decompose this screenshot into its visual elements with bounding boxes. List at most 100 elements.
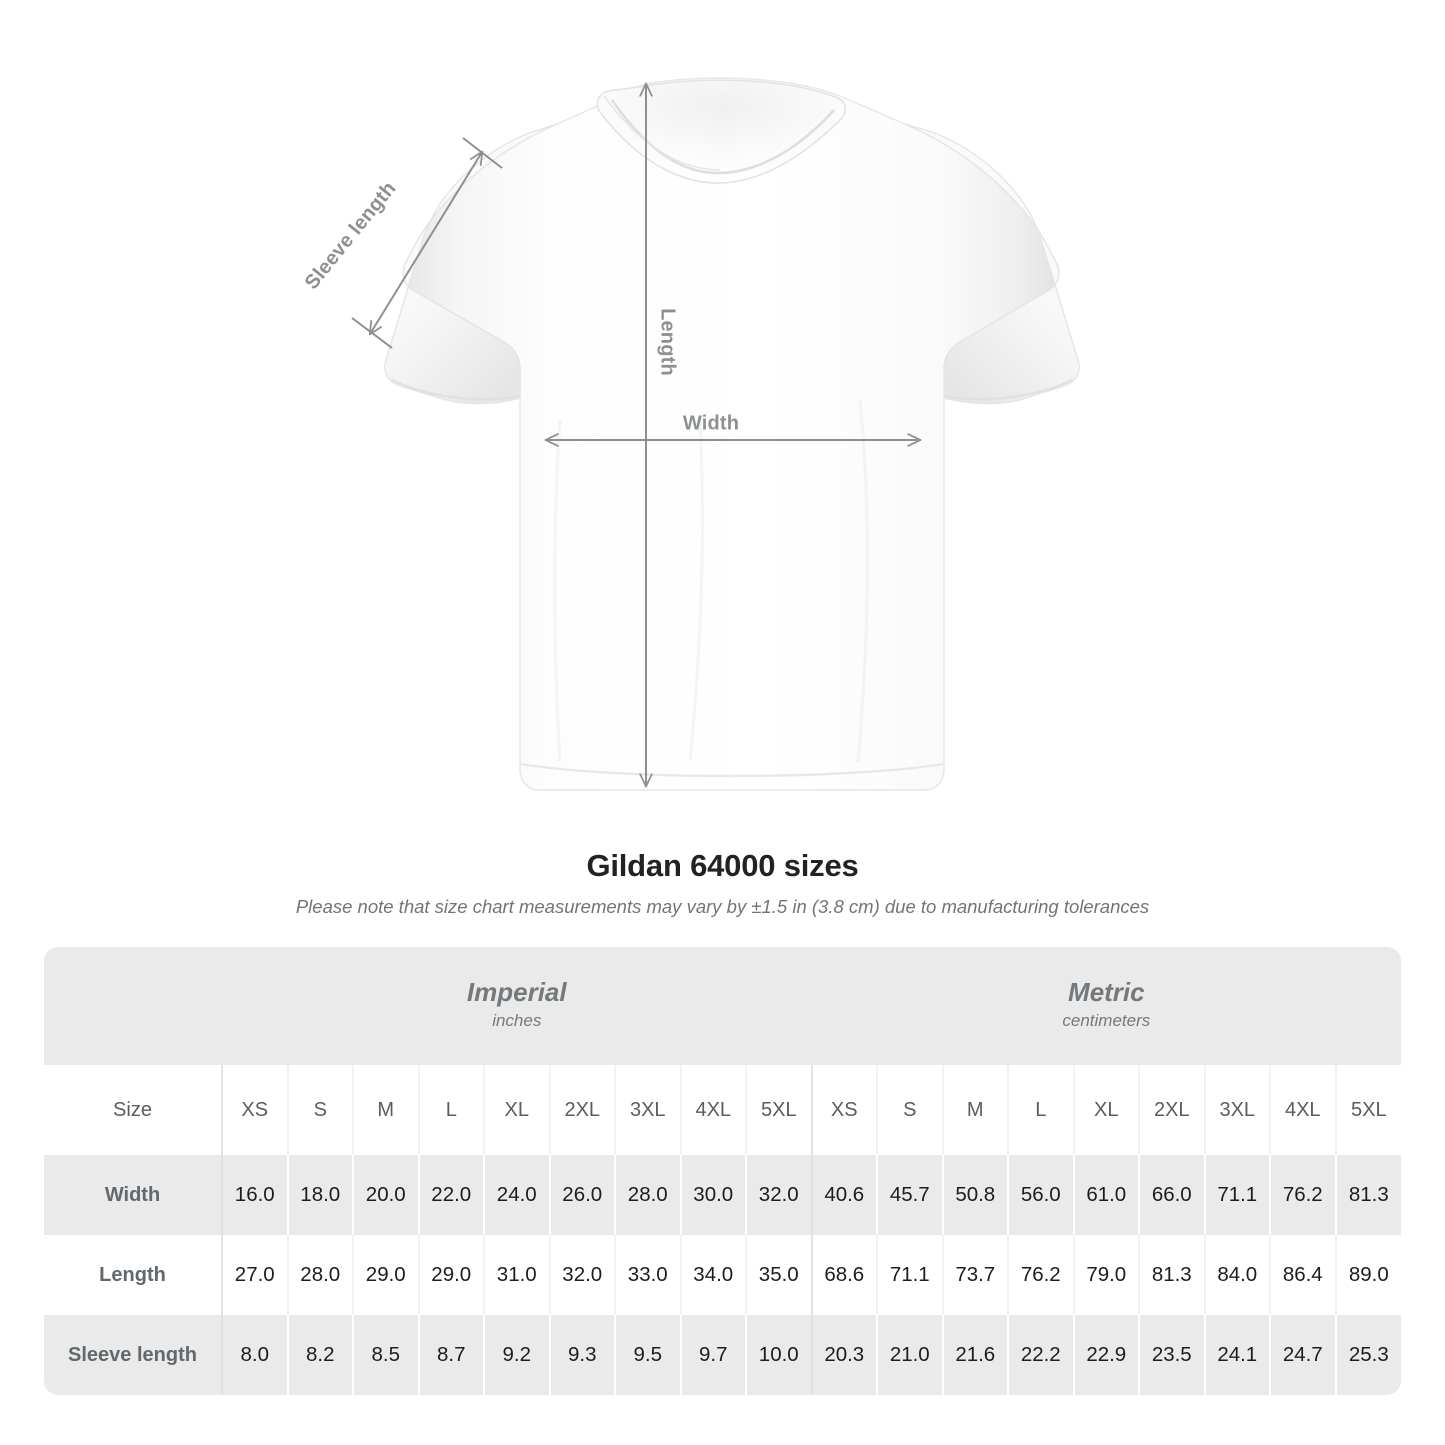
- size-column-header: M: [352, 1065, 419, 1155]
- measurement-cell: 66.0: [1138, 1155, 1205, 1235]
- measurement-cell: 76.2: [1269, 1155, 1336, 1235]
- size-column-header: S: [286, 1065, 353, 1155]
- measurement-cell: 33.0: [614, 1235, 681, 1315]
- measurement-cell: 9.7: [679, 1315, 746, 1395]
- measurement-cell: 8.2: [286, 1315, 353, 1395]
- measurement-cell: 81.3: [1138, 1235, 1205, 1315]
- measurement-cell: 76.2: [1007, 1235, 1074, 1315]
- measurement-cell: 24.0: [483, 1155, 550, 1235]
- measurement-cell: 10.0: [745, 1315, 812, 1395]
- measurement-cell: 40.6: [810, 1155, 878, 1235]
- measurement-cell: 73.7: [941, 1235, 1009, 1315]
- size-chart-table-container: Imperial inches Metric centimeters Size XS S M L…: [44, 947, 1402, 1395]
- measurement-cell: 32.0: [548, 1235, 615, 1315]
- table-row: Length 27.0 28.0 29.0 29.0 31.0 32.0 33.0 34.0 35…: [44, 1235, 1402, 1315]
- shirt-bottom-hem: [519, 762, 945, 778]
- measurement-cell: 29.0: [417, 1235, 484, 1315]
- unit-row-spacer: [44, 947, 222, 1065]
- measurement-cell: 22.9: [1072, 1315, 1140, 1395]
- size-column-header: 5XL: [1334, 1065, 1402, 1155]
- size-column-header: L: [417, 1065, 484, 1155]
- measurement-cell: 26.0: [548, 1155, 615, 1235]
- unit-group-subtitle: inches: [492, 1011, 542, 1031]
- sleeve-length-tick-bottom: [351, 317, 393, 349]
- measurement-cell: 34.0: [679, 1235, 746, 1315]
- size-column-header: 5XL: [745, 1065, 812, 1155]
- size-column-header: XS: [810, 1065, 878, 1155]
- width-label: Width: [682, 412, 740, 435]
- measurement-cell: 22.2: [1007, 1315, 1074, 1395]
- size-header-label: Size: [44, 1065, 222, 1155]
- measurement-cell: 24.1: [1203, 1315, 1271, 1395]
- measurement-cell: 71.1: [876, 1235, 943, 1315]
- size-column-header: 4XL: [679, 1065, 746, 1155]
- size-column-header: M: [941, 1065, 1009, 1155]
- size-column-header: XL: [483, 1065, 550, 1155]
- measurement-cell: 30.0: [679, 1155, 746, 1235]
- measurement-cell: 21.6: [941, 1315, 1009, 1395]
- measurement-cell: 21.0: [876, 1315, 943, 1395]
- measurement-cell: 71.1: [1203, 1155, 1271, 1235]
- measurement-cell: 29.0: [352, 1235, 419, 1315]
- measurement-cell: 28.0: [286, 1235, 353, 1315]
- shirt-fold-1: [688, 419, 704, 761]
- measurement-cell: 81.3: [1334, 1155, 1402, 1235]
- size-column-header: 4XL: [1269, 1065, 1336, 1155]
- measurement-cell: 8.0: [221, 1315, 288, 1395]
- size-column-header: XS: [221, 1065, 288, 1155]
- measurement-cell: 86.4: [1269, 1235, 1336, 1315]
- measurement-cell: 89.0: [1334, 1235, 1402, 1315]
- measurement-cell: 79.0: [1072, 1235, 1140, 1315]
- length-label: Length: [656, 308, 679, 376]
- measurement-row-label: Length: [44, 1235, 222, 1315]
- measurement-cell: 25.3: [1334, 1315, 1402, 1395]
- size-column-header: 2XL: [1138, 1065, 1205, 1155]
- shirt-sleeve-right: [904, 123, 1080, 405]
- measurement-cell: 8.5: [352, 1315, 419, 1395]
- measurement-cell: 31.0: [483, 1235, 550, 1315]
- measurement-row-label: Width: [44, 1155, 222, 1235]
- size-column-header: 3XL: [1203, 1065, 1271, 1155]
- tshirt-diagram: Sleeve length Length Width: [301, 77, 1080, 791]
- size-chart-table: Imperial inches Metric centimeters Size XS S M L…: [44, 947, 1402, 1395]
- measurement-cell: 35.0: [745, 1235, 812, 1315]
- table-row: Sleeve length 8.0 8.2 8.5 8.7 9.2 9.3 9.5 9.7 10.…: [44, 1315, 1402, 1395]
- tshirt-illustration: [351, 77, 1080, 791]
- measurement-cell: 68.6: [810, 1235, 878, 1315]
- sleeve-length-tick-top: [462, 137, 503, 169]
- unit-group-name: Metric: [1068, 977, 1145, 1008]
- measurement-cell: 27.0: [221, 1235, 288, 1315]
- measurement-cell: 61.0: [1072, 1155, 1140, 1235]
- shirt-collar-seam: [603, 95, 721, 171]
- measurement-cell: 45.7: [876, 1155, 943, 1235]
- table-row: Width 16.0 18.0 20.0 22.0 24.0 26.0 28.0 30.0 32.…: [44, 1155, 1402, 1235]
- measurement-cell: 22.0: [417, 1155, 484, 1235]
- sleeve-length-arrow: [370, 152, 482, 334]
- measurement-cell: 56.0: [1007, 1155, 1074, 1235]
- page-title: Gildan 64000 sizes: [586, 848, 859, 883]
- shirt-collar: [596, 79, 847, 184]
- measurement-cell: 23.5: [1138, 1315, 1205, 1395]
- size-column-header: S: [876, 1065, 943, 1155]
- tolerance-note: Please note that size chart measurements…: [295, 896, 1150, 917]
- unit-group-subtitle: centimeters: [1062, 1011, 1151, 1031]
- measurement-cell: 8.7: [417, 1315, 484, 1395]
- shirt-sleeve-hem-left: [391, 379, 521, 401]
- measurement-lines: [351, 84, 920, 786]
- measurement-cell: 50.8: [941, 1155, 1009, 1235]
- measurement-cell: 24.7: [1269, 1315, 1336, 1395]
- size-column-header: L: [1007, 1065, 1074, 1155]
- unit-group-imperial: Imperial inches: [222, 947, 812, 1065]
- unit-group-metric: Metric centimeters: [811, 947, 1402, 1065]
- measurement-cell: 28.0: [614, 1155, 681, 1235]
- measurement-cell: 9.3: [548, 1315, 615, 1395]
- shirt-sleeve-hem-right: [943, 379, 1073, 401]
- measurement-row-label: Sleeve length: [44, 1315, 222, 1395]
- measurement-cell: 16.0: [221, 1155, 288, 1235]
- measurement-cell: 9.5: [614, 1315, 681, 1395]
- measurement-cell: 9.2: [483, 1315, 550, 1395]
- measurement-cell: 18.0: [286, 1155, 353, 1235]
- size-header-row: Size XS S M L XL 2XL 3XL 4XL 5XL XS S M L XL 2XL 3XL 4XL 5…: [44, 1065, 1402, 1155]
- unit-group-name: Imperial: [466, 977, 567, 1008]
- unit-group-row: Imperial inches Metric centimeters: [44, 947, 1402, 1065]
